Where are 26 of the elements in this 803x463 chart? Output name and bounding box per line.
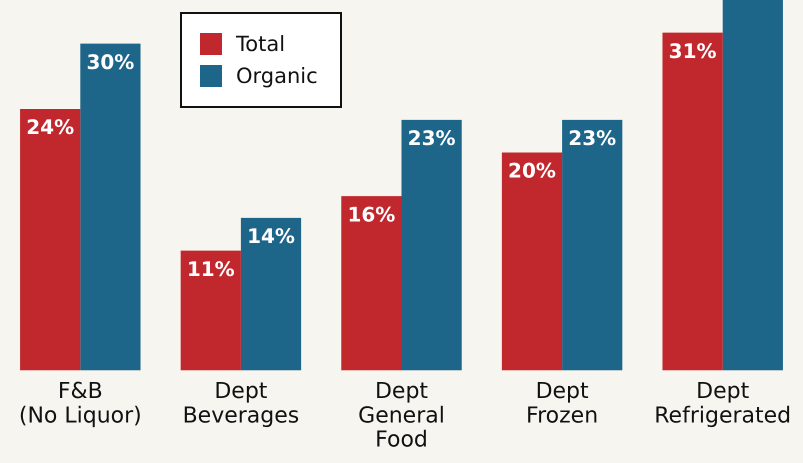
- x-tick-label: F&B (No Liquor): [18, 379, 142, 428]
- bar: [80, 44, 141, 370]
- data-label: 24%: [26, 115, 74, 140]
- data-label: 23%: [408, 126, 456, 150]
- data-label: 30%: [86, 50, 134, 74]
- bar: [722, 0, 783, 370]
- data-label: 23%: [568, 126, 616, 150]
- data-label: 31%: [668, 38, 717, 63]
- legend-label: Total: [236, 32, 286, 56]
- bar: [562, 120, 622, 370]
- data-label: 11%: [186, 256, 235, 281]
- legend-label: Organic: [236, 64, 318, 88]
- bar: [20, 108, 80, 370]
- bar: [341, 196, 402, 370]
- bar: [180, 250, 241, 370]
- x-tick-label: Dept General Food: [358, 379, 445, 453]
- bar: [502, 152, 562, 370]
- x-tick-label: Dept Frozen: [526, 379, 598, 428]
- data-label: 20%: [508, 158, 556, 183]
- x-tick-label: Dept Beverages: [182, 379, 300, 428]
- bar: [662, 32, 723, 370]
- bar: [402, 120, 462, 370]
- x-tick-label: Dept Refrigerated: [654, 379, 792, 428]
- data-label: 14%: [247, 224, 295, 248]
- bar: [240, 218, 302, 370]
- data-label: 16%: [347, 202, 396, 226]
